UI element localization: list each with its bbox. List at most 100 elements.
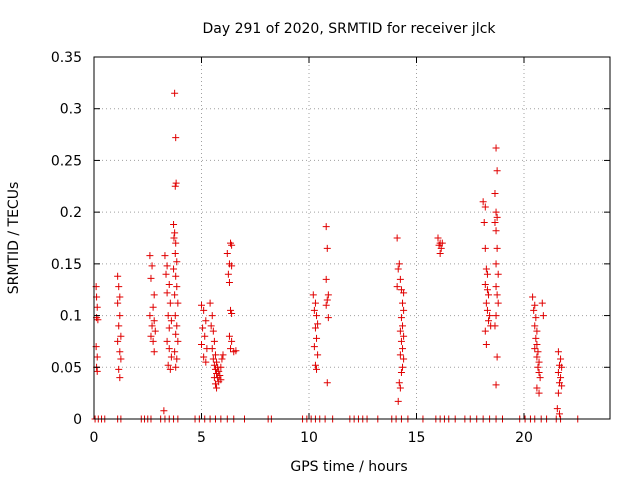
x-tick-label: 10	[300, 430, 318, 446]
data-point	[150, 317, 158, 325]
y-tick-label: 0	[73, 412, 82, 428]
data-point	[211, 351, 219, 359]
data-point	[115, 283, 123, 291]
data-point	[493, 167, 501, 175]
data-point	[114, 272, 122, 280]
data-point	[395, 379, 403, 387]
data-point	[164, 312, 172, 320]
data-point	[166, 365, 174, 373]
data-point	[492, 208, 500, 216]
data-point	[400, 306, 408, 314]
data-point	[323, 296, 331, 304]
data-point	[93, 303, 101, 311]
data-point	[314, 351, 322, 359]
data-point	[165, 345, 173, 353]
data-point	[172, 272, 180, 280]
data-point	[533, 327, 541, 335]
data-point	[434, 234, 442, 242]
data-point	[324, 291, 332, 299]
data-point	[322, 223, 330, 231]
data-point	[93, 353, 101, 361]
data-point	[310, 343, 318, 351]
data-point	[535, 358, 543, 366]
data-point	[171, 182, 179, 190]
data-point	[170, 234, 178, 242]
data-point	[163, 337, 171, 345]
data-point	[492, 283, 500, 291]
data-point	[533, 384, 541, 392]
data-point	[172, 330, 180, 338]
data-point	[491, 218, 499, 226]
data-point	[494, 270, 502, 278]
data-point	[227, 345, 235, 353]
data-point	[160, 407, 168, 415]
x-tick-label: 0	[90, 430, 99, 446]
data-point	[399, 299, 407, 307]
data-point	[534, 363, 542, 371]
data-point	[172, 134, 180, 142]
data-point	[479, 198, 487, 206]
data-point	[493, 213, 501, 221]
data-point	[173, 283, 181, 291]
data-point	[438, 239, 446, 247]
data-point	[208, 345, 216, 353]
data-point	[164, 361, 172, 369]
data-point	[397, 368, 405, 376]
data-point	[146, 312, 154, 320]
data-point	[146, 252, 154, 260]
data-point	[538, 299, 546, 307]
data-point	[530, 306, 538, 314]
data-point	[534, 348, 542, 356]
data-point	[322, 275, 330, 283]
y-tick-label: 0.35	[51, 50, 82, 66]
data-point	[492, 381, 500, 389]
y-tick-label: 0.1	[60, 309, 82, 325]
data-point	[206, 299, 214, 307]
data-point	[491, 190, 499, 198]
x-tick-labels: 0 5 10 15 20	[90, 430, 533, 446]
data-point	[209, 327, 217, 335]
data-point	[555, 410, 563, 418]
data-point	[171, 89, 179, 97]
data-point	[174, 299, 182, 307]
data-point	[481, 244, 489, 252]
data-point	[218, 355, 226, 363]
data-point	[532, 314, 540, 322]
data-point	[167, 353, 175, 361]
data-point	[149, 303, 157, 311]
grid-lines	[94, 57, 610, 419]
data-point	[217, 363, 225, 371]
data-point	[492, 227, 500, 235]
data-point	[557, 355, 565, 363]
data-point	[114, 299, 122, 307]
data-point	[219, 351, 227, 359]
data-point	[211, 380, 219, 388]
data-point	[309, 291, 317, 299]
data-point	[481, 281, 489, 289]
data-point	[173, 258, 181, 266]
data-point	[115, 365, 123, 373]
data-point	[310, 306, 318, 314]
data-point	[529, 293, 537, 301]
data-point	[480, 218, 488, 226]
data-point	[198, 301, 205, 309]
y-tick-label: 0.05	[51, 360, 82, 376]
plot-frame	[93, 56, 611, 420]
data-point	[227, 306, 235, 314]
data-point	[171, 229, 179, 237]
data-point	[322, 301, 330, 309]
data-point	[554, 368, 562, 376]
data-point	[436, 250, 444, 258]
data-point	[171, 250, 179, 258]
x-tick-label: 5	[197, 430, 206, 446]
data-point	[493, 353, 501, 361]
data-point	[539, 312, 547, 320]
data-point	[485, 317, 493, 325]
data-point	[492, 260, 500, 268]
data-point	[533, 341, 541, 349]
data-point	[558, 363, 566, 371]
data-point	[165, 324, 173, 332]
y-tick-label: 0.2	[60, 205, 82, 221]
y-tick-label: 0.15	[51, 257, 82, 273]
